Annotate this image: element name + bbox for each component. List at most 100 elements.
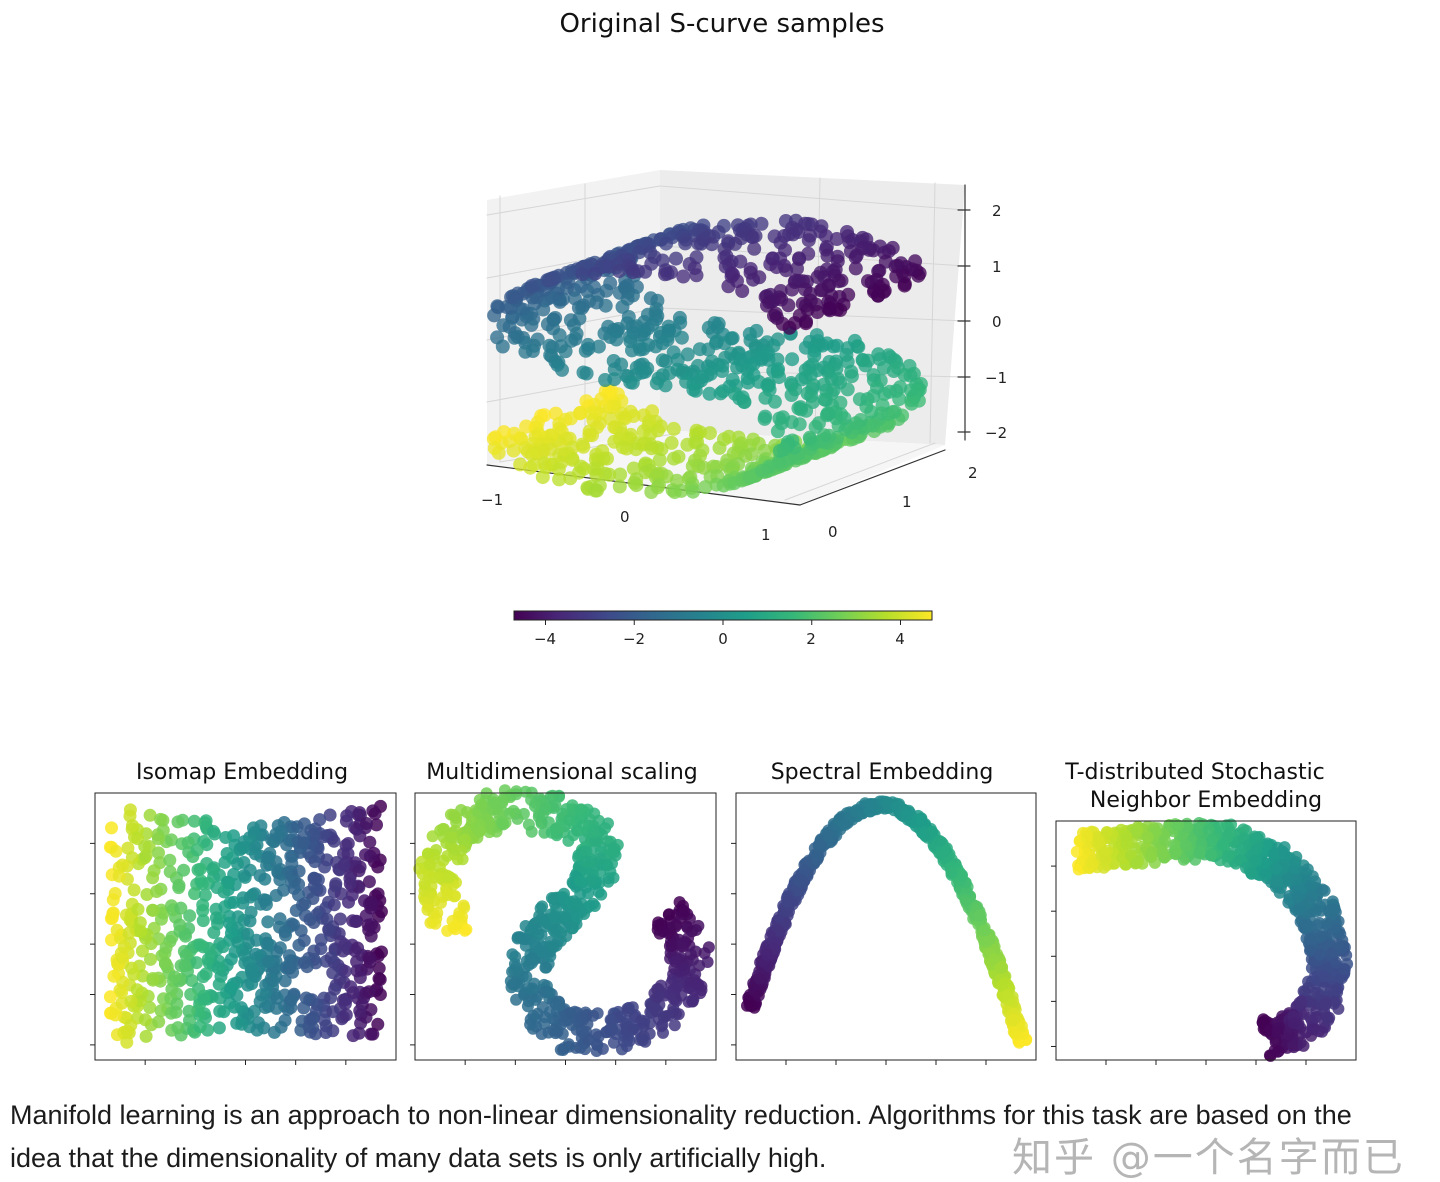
scatter-point: [1287, 1017, 1300, 1029]
scatter-point: [650, 1005, 663, 1018]
scatter-point: [286, 965, 300, 979]
scatter-point: [599, 822, 612, 835]
scatter-point: [121, 841, 135, 855]
scatter-point: [270, 1001, 283, 1015]
scatter-point: [199, 967, 213, 981]
scatter-point: [525, 957, 538, 970]
scatter-point: [1100, 826, 1113, 838]
scatter-point: [848, 250, 863, 265]
scatter-point: [844, 369, 859, 384]
scatter-point: [933, 834, 946, 847]
scatter-point: [1271, 875, 1284, 888]
scatter-point: [116, 858, 129, 872]
mds-title: Multidimensional scaling: [426, 760, 698, 785]
scatter-point: [231, 857, 244, 871]
scatter-point: [918, 829, 931, 842]
scatter-point: [126, 819, 139, 833]
scatter-point: [237, 835, 251, 849]
scatter-point: [582, 887, 595, 900]
scatter-point: [741, 999, 753, 1012]
scatter-point: [767, 308, 781, 323]
scatter-point: [490, 299, 505, 314]
scatter-point: [144, 952, 157, 966]
scatter-point: [1216, 839, 1229, 852]
scatter-point: [533, 909, 546, 922]
scatter-point: [1072, 863, 1085, 876]
scatter-point: [1181, 820, 1194, 833]
scatter-point: [124, 994, 138, 1008]
scatter-point: [309, 1027, 323, 1041]
scatter-point: [320, 912, 334, 926]
scatter-point: [224, 981, 238, 995]
colorbar-tick-label: −2: [623, 630, 645, 648]
colorbar-tick-label: −4: [534, 630, 556, 648]
scatter-point: [1305, 934, 1318, 947]
scatter-point: [340, 809, 354, 823]
scatter-point: [688, 383, 703, 398]
scatter-point: [178, 959, 192, 973]
scatter-point: [563, 471, 578, 486]
scatter-point: [216, 940, 230, 954]
scatter-point: [900, 809, 913, 822]
scatter-point: [539, 1011, 551, 1024]
scatter-point: [187, 814, 201, 828]
scatter-point: [579, 366, 594, 381]
scatter-point: [278, 925, 292, 939]
scatter-point: [123, 803, 137, 817]
scatter-point: [261, 915, 275, 929]
scatter-point: [150, 885, 164, 898]
scatter-point: [940, 842, 953, 855]
scatter-point: [889, 269, 904, 284]
scatter-point: [612, 285, 627, 300]
scatter-point: [154, 1004, 168, 1018]
scatter-point: [352, 864, 366, 878]
scatter-point: [564, 1007, 577, 1019]
scatter-point: [558, 910, 571, 923]
scatter-point: [680, 437, 695, 452]
scatter-point: [996, 979, 1009, 992]
scatter-point: [1321, 1011, 1334, 1024]
scatter-point: [682, 995, 695, 1008]
scatter-point: [605, 1014, 618, 1027]
scatter-point: [692, 978, 705, 991]
scatter-point: [1317, 970, 1330, 983]
scatter-point: [1268, 1044, 1281, 1057]
scatter-point: [575, 267, 590, 282]
scatter-point: [1331, 938, 1344, 951]
scatter-point: [755, 463, 769, 478]
scatter-point: [543, 986, 556, 999]
z-tick-label: −1: [985, 369, 1007, 387]
scatter-point: [609, 332, 624, 347]
scatter-point: [616, 410, 631, 425]
scatter-point: [621, 1002, 634, 1015]
colorbar-ticks: [545, 620, 901, 625]
z-tick-label: −2: [985, 424, 1007, 442]
z-tick-label: 1: [992, 258, 1002, 276]
scatter-point: [861, 274, 875, 289]
spectral-title: Spectral Embedding: [771, 760, 994, 785]
scatter-point: [421, 903, 434, 916]
scatter-point: [350, 955, 364, 969]
scatter-point: [123, 913, 137, 927]
scatter-point: [549, 799, 562, 812]
scatter-point: [747, 241, 762, 256]
scatter-point: [108, 887, 122, 900]
scatter-point: [346, 914, 360, 928]
scatter-point: [179, 929, 192, 943]
scatter-point: [746, 272, 761, 287]
scatter-point: [689, 945, 702, 958]
scatter-point: [243, 863, 257, 877]
scatter-point: [188, 887, 202, 901]
scatter-point: [1287, 1039, 1300, 1052]
scatter-point: [445, 831, 458, 844]
scatter-point: [362, 951, 376, 965]
scatter-point: [637, 1030, 650, 1043]
tsne-axes: [1051, 817, 1357, 1065]
scatter-point: [298, 897, 312, 910]
scatter-point: [182, 1004, 196, 1018]
scatter-point: [475, 798, 488, 811]
scatter-point: [678, 905, 691, 918]
scatter-point: [460, 806, 473, 819]
scatter-point: [588, 807, 601, 820]
